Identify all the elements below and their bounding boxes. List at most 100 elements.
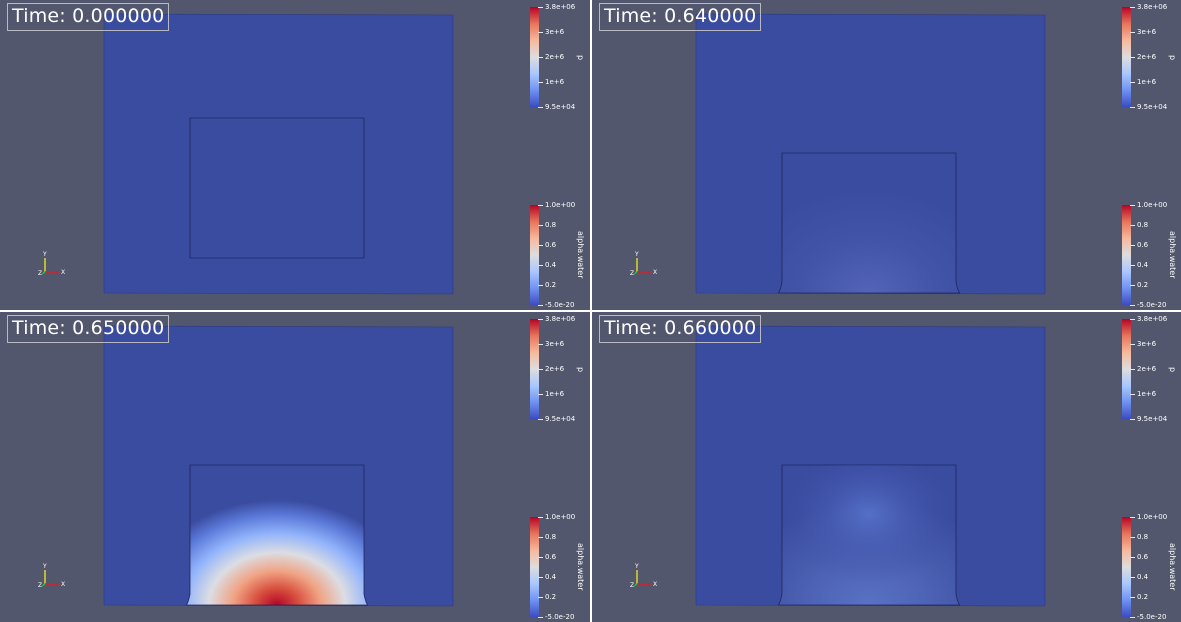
alpha-water-colorbar-tick [1130,617,1135,618]
render-view-bottom-right[interactable]: Time: 0.660000 3.8e+06 3e+6 2e+6 1e+6 9.5e+0… [592,312,1181,622]
alpha-water-colorbar-tick-label: 0.4 [1137,573,1149,581]
pressure-colorbar[interactable] [530,7,539,107]
pressure-colorbar-tick [1130,369,1135,370]
alpha-water-colorbar-tick-label: -5.0e-20 [545,613,575,621]
pressure-colorbar-tick [1130,7,1135,8]
alpha-water-colorbar-tick [538,205,543,206]
alpha-water-colorbar-tick [538,577,543,578]
alpha-water-colorbar-tick-label: 0.6 [1137,553,1149,561]
pressure-colorbar-tick-label: 9.5e+04 [1137,103,1168,111]
z-axis-line [633,271,638,275]
pressure-colorbar-tick-label: 3e+6 [1137,28,1157,36]
orientation-axes-icon: Y Z X [630,251,657,277]
pressure-colorbar-tick-label: 3e+6 [1137,340,1157,348]
alpha-water-colorbar-tick-label: -5.0e-20 [1137,301,1167,309]
alpha-water-colorbar-tick-label: 1.0e+00 [545,201,576,209]
pressure-colorbar-tick [538,32,543,33]
alpha-water-colorbar-title: alpha.water [1168,542,1177,591]
pressure-colorbar-tick [1130,419,1135,420]
alpha-water-colorbar-tick-label: 0.8 [545,533,557,541]
pressure-colorbar[interactable] [530,319,539,419]
alpha-water-colorbar-tick-label: 0.8 [545,221,557,229]
pressure-colorbar-tick-label: 1e+6 [1137,78,1157,86]
pressure-colorbar-tick-label: 2e+6 [545,53,565,61]
alpha-water-colorbar-tick-label: -5.0e-20 [1137,613,1167,621]
y-axis-label: Y [634,563,639,570]
pressure-colorbar-title: p [576,366,585,372]
pressure-colorbar-title: p [1168,366,1177,372]
residual-pressure-glow [778,465,960,605]
alpha-water-colorbar-tick [1130,285,1135,286]
time-annotation: Time: 0.650000 [7,315,170,343]
pressure-colorbar-title: p [576,54,585,60]
pressure-colorbar-tick-label: 2e+6 [1137,365,1157,373]
alpha-water-colorbar-tick-label: 0.6 [545,241,557,249]
alpha-water-colorbar-tick [1130,597,1135,598]
orientation-axes-icon: Y Z X [38,563,65,589]
alpha-water-colorbar-tick-label: 1.0e+00 [1137,201,1168,209]
y-axis-label: Y [42,251,47,258]
pressure-colorbar-tick [538,57,543,58]
alpha-water-colorbar-tick [538,617,543,618]
pressure-colorbar-tick [538,419,543,420]
alpha-water-colorbar-title: alpha.water [1168,230,1177,279]
alpha-water-colorbar-tick-label: 0.4 [545,261,557,269]
alpha-water-colorbar-title: alpha.water [576,230,585,279]
pressure-colorbar-tick-label: 3.8e+06 [1137,315,1168,323]
pressure-colorbar-tick [1130,394,1135,395]
alpha-water-colorbar[interactable] [1122,205,1131,305]
pressure-colorbar-tick-label: 3e+6 [545,28,565,36]
alpha-water-colorbar-tick [1130,225,1135,226]
pressure-colorbar-tick-label: 9.5e+04 [545,415,576,423]
pressure-colorbar-tick-label: 1e+6 [545,390,565,398]
pressure-colorbar[interactable] [1122,319,1131,419]
time-annotation: Time: 0.660000 [599,315,762,343]
pressure-colorbar-tick [538,394,543,395]
render-view-top-right[interactable]: Time: 0.640000 3.8e+06 3e+6 2e+6 1e+6 9.5e+0… [592,0,1181,310]
orientation-axes-icon: Y Z X [38,251,65,277]
alpha-water-colorbar-tick [538,305,543,306]
alpha-water-colorbar-tick [1130,577,1135,578]
y-axis-label: Y [42,563,47,570]
pressure-colorbar-tick-label: 1e+6 [545,78,565,86]
render-view-bottom-left[interactable]: Time: 0.650000 3.8e+06 3e+6 2e+6 1e+6 9.5e+0… [0,312,590,622]
inner-tank [189,117,365,259]
alpha-water-colorbar-tick [538,597,543,598]
pressure-colorbar-tick-label: 1e+6 [1137,390,1157,398]
z-axis-label: Z [38,270,42,277]
alpha-water-colorbar-tick-label: 0.4 [545,573,557,581]
alpha-water-colorbar-tick-label: 1.0e+00 [1137,513,1168,521]
pressure-colorbar-tick [1130,82,1135,83]
alpha-water-colorbar-tick-label: -5.0e-20 [545,301,575,309]
pressure-colorbar-tick-label: 9.5e+04 [545,103,576,111]
alpha-water-colorbar-title: alpha.water [576,542,585,591]
alpha-water-colorbar[interactable] [530,517,539,617]
alpha-water-colorbar-tick [538,225,543,226]
alpha-water-colorbar-tick [538,245,543,246]
alpha-water-colorbar-tick [538,537,543,538]
simulation-scene[interactable] [0,312,590,622]
render-view-top-left[interactable]: Time: 0.000000 3.8e+06 3e+6 2e+6 1e+6 9.5e+0… [0,0,590,310]
z-axis-line [41,271,46,275]
alpha-water-colorbar-tick-label: 0.8 [1137,221,1149,229]
alpha-water-colorbar-tick [1130,205,1135,206]
alpha-water-colorbar-tick-label: 0.6 [545,553,557,561]
pressure-colorbar-tick [1130,344,1135,345]
alpha-water-colorbar-tick-label: 0.6 [1137,241,1149,249]
pressure-colorbar[interactable] [1122,7,1131,107]
simulation-scene[interactable] [592,0,1181,310]
alpha-water-colorbar[interactable] [530,205,539,305]
alpha-water-colorbar[interactable] [1122,517,1131,617]
z-axis-label: Z [38,582,42,589]
simulation-scene[interactable] [592,312,1181,622]
alpha-water-colorbar-tick [538,285,543,286]
alpha-water-colorbar-tick-label: 1.0e+00 [545,513,576,521]
pressure-colorbar-tick-label: 3.8e+06 [545,3,576,11]
alpha-water-colorbar-tick [538,517,543,518]
simulation-scene[interactable] [0,0,590,310]
z-axis-label: Z [630,582,634,589]
alpha-water-colorbar-tick-label: 0.2 [545,281,557,289]
alpha-water-colorbar-tick-label: 0.2 [1137,281,1149,289]
alpha-water-colorbar-tick-label: 0.8 [1137,533,1149,541]
z-axis-label: Z [630,270,634,277]
